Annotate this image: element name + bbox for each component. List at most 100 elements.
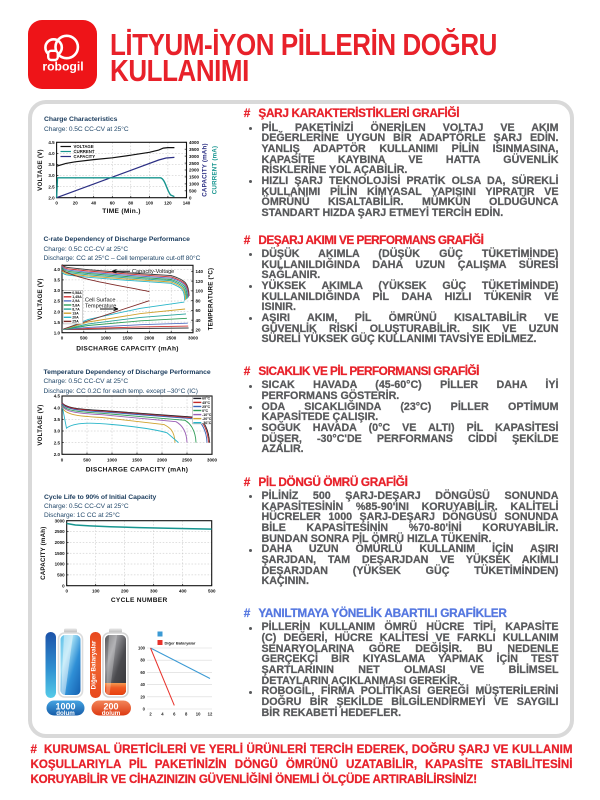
svg-text:Cell Surface: Cell Surface [85, 297, 115, 303]
svg-text:3000: 3000 [55, 518, 66, 523]
svg-text:3.5: 3.5 [54, 417, 61, 422]
svg-text:2000: 2000 [144, 336, 155, 341]
svg-text:4.0: 4.0 [54, 267, 61, 272]
svg-text:80: 80 [128, 201, 134, 206]
svg-text:120: 120 [164, 201, 172, 206]
svg-text:5,8A: 5,8A [72, 303, 80, 307]
svg-text:100: 100 [196, 289, 204, 294]
svg-text:CYCLE NUMBER: CYCLE NUMBER [111, 597, 168, 604]
svg-text:0: 0 [189, 195, 192, 200]
svg-text:2000: 2000 [55, 540, 66, 545]
svg-text:robogil: robogil [42, 59, 83, 73]
svg-text:2.0: 2.0 [54, 309, 61, 314]
svg-text:CURRENT (mA): CURRENT (mA) [212, 146, 219, 194]
svg-text:2.5: 2.5 [54, 440, 61, 445]
svg-text:500: 500 [208, 589, 216, 594]
svg-text:500: 500 [80, 336, 88, 341]
svg-text:2500: 2500 [166, 336, 177, 341]
svg-text:3500: 3500 [189, 147, 200, 152]
svg-text:25A: 25A [72, 320, 79, 324]
svg-text:CAPACITY: CAPACITY [74, 154, 96, 159]
svg-text:VOLTAGE (V): VOLTAGE (V) [37, 278, 44, 319]
svg-text:2500: 2500 [189, 161, 200, 166]
svg-text:0: 0 [62, 583, 65, 588]
svg-text:1000: 1000 [55, 702, 75, 712]
svg-text:Diğer Bataryalar: Diğer Bataryalar [165, 641, 196, 646]
svg-text:1.0: 1.0 [54, 330, 61, 335]
svg-text:0°C: 0°C [202, 409, 208, 413]
svg-text:VOLTAGE (V): VOLTAGE (V) [37, 405, 44, 446]
svg-text:2000: 2000 [189, 168, 200, 173]
svg-text:140: 140 [183, 201, 191, 206]
svg-text:60: 60 [196, 308, 202, 313]
svg-text:200: 200 [103, 702, 118, 712]
svg-text:2000: 2000 [157, 457, 168, 462]
svg-text:2500: 2500 [182, 457, 193, 462]
svg-text:300: 300 [150, 589, 158, 594]
svg-text:1500: 1500 [55, 551, 66, 556]
svg-text:-30°C: -30°C [202, 421, 212, 425]
svg-text:CAPACITY (mAh): CAPACITY (mAh) [202, 143, 209, 196]
svg-text:12: 12 [208, 712, 213, 717]
svg-text:20: 20 [196, 328, 202, 333]
svg-text:0: 0 [61, 457, 64, 462]
svg-text:TIME (Min.): TIME (Min.) [102, 208, 140, 215]
svg-text:1000: 1000 [55, 562, 66, 567]
svg-text:2.5: 2.5 [48, 184, 55, 189]
svg-text:dolum: dolum [102, 710, 121, 717]
svg-text:VOLTAGE (V): VOLTAGE (V) [37, 149, 44, 191]
svg-text:3.5: 3.5 [54, 278, 61, 283]
svg-text:25°C: 25°C [202, 405, 210, 409]
svg-text:DISCHARGE CAPACITY (mAh): DISCHARGE CAPACITY (mAh) [86, 466, 189, 473]
svg-text:40: 40 [196, 318, 202, 323]
svg-text:2: 2 [149, 712, 152, 717]
svg-text:8,7A: 8,7A [72, 307, 80, 311]
svg-text:1.5: 1.5 [54, 320, 61, 325]
svg-text:-20°C: -20°C [202, 417, 212, 421]
svg-text:20A: 20A [72, 316, 79, 320]
svg-text:3000: 3000 [207, 457, 218, 462]
svg-text:2.0: 2.0 [48, 195, 55, 200]
svg-text:3.5: 3.5 [48, 162, 55, 167]
svg-text:4: 4 [161, 712, 164, 717]
svg-text:1500: 1500 [132, 457, 143, 462]
svg-text:500: 500 [189, 189, 197, 194]
svg-text:400: 400 [179, 589, 187, 594]
svg-text:6: 6 [173, 712, 176, 717]
svg-text:20: 20 [73, 201, 79, 206]
svg-text:8: 8 [185, 712, 188, 717]
svg-text:Diğer Bataryalar: Diğer Bataryalar [91, 640, 98, 689]
svg-text:Temperature: Temperature [85, 303, 116, 309]
svg-text:3.0: 3.0 [54, 429, 61, 434]
svg-text:1000: 1000 [107, 457, 118, 462]
svg-text:40: 40 [140, 682, 145, 687]
svg-text:4000: 4000 [189, 140, 200, 145]
svg-text:2500: 2500 [55, 529, 66, 534]
svg-text:3.0: 3.0 [54, 288, 61, 293]
svg-text:500: 500 [57, 573, 65, 578]
svg-text:4.0: 4.0 [48, 151, 55, 156]
svg-text:Capacity-Voltage: Capacity-Voltage [132, 269, 174, 275]
svg-text:2,9A: 2,9A [72, 299, 80, 303]
svg-text:1,45A: 1,45A [72, 295, 82, 299]
svg-text:TEMPERATURE (°C): TEMPERATURE (°C) [208, 268, 215, 331]
svg-text:45°C: 45°C [202, 401, 210, 405]
svg-text:80: 80 [140, 658, 145, 663]
svg-text:1000: 1000 [101, 336, 112, 341]
svg-text:0: 0 [55, 201, 58, 206]
svg-text:DISCHARGE CAPACITY (mAh): DISCHARGE CAPACITY (mAh) [76, 346, 179, 353]
svg-text:0,58A: 0,58A [72, 291, 82, 295]
svg-text:4.0: 4.0 [54, 405, 61, 410]
svg-text:60: 60 [110, 201, 116, 206]
svg-text:10: 10 [196, 712, 201, 717]
svg-text:80: 80 [196, 298, 202, 303]
svg-text:100: 100 [138, 646, 146, 651]
svg-text:120: 120 [196, 279, 204, 284]
svg-text:2.5: 2.5 [54, 299, 61, 304]
svg-text:140: 140 [196, 269, 204, 274]
svg-text:0: 0 [143, 707, 146, 712]
svg-text:200: 200 [121, 589, 129, 594]
svg-text:1500: 1500 [189, 175, 200, 180]
svg-text:0: 0 [65, 589, 68, 594]
svg-text:CURRENT: CURRENT [74, 149, 95, 154]
